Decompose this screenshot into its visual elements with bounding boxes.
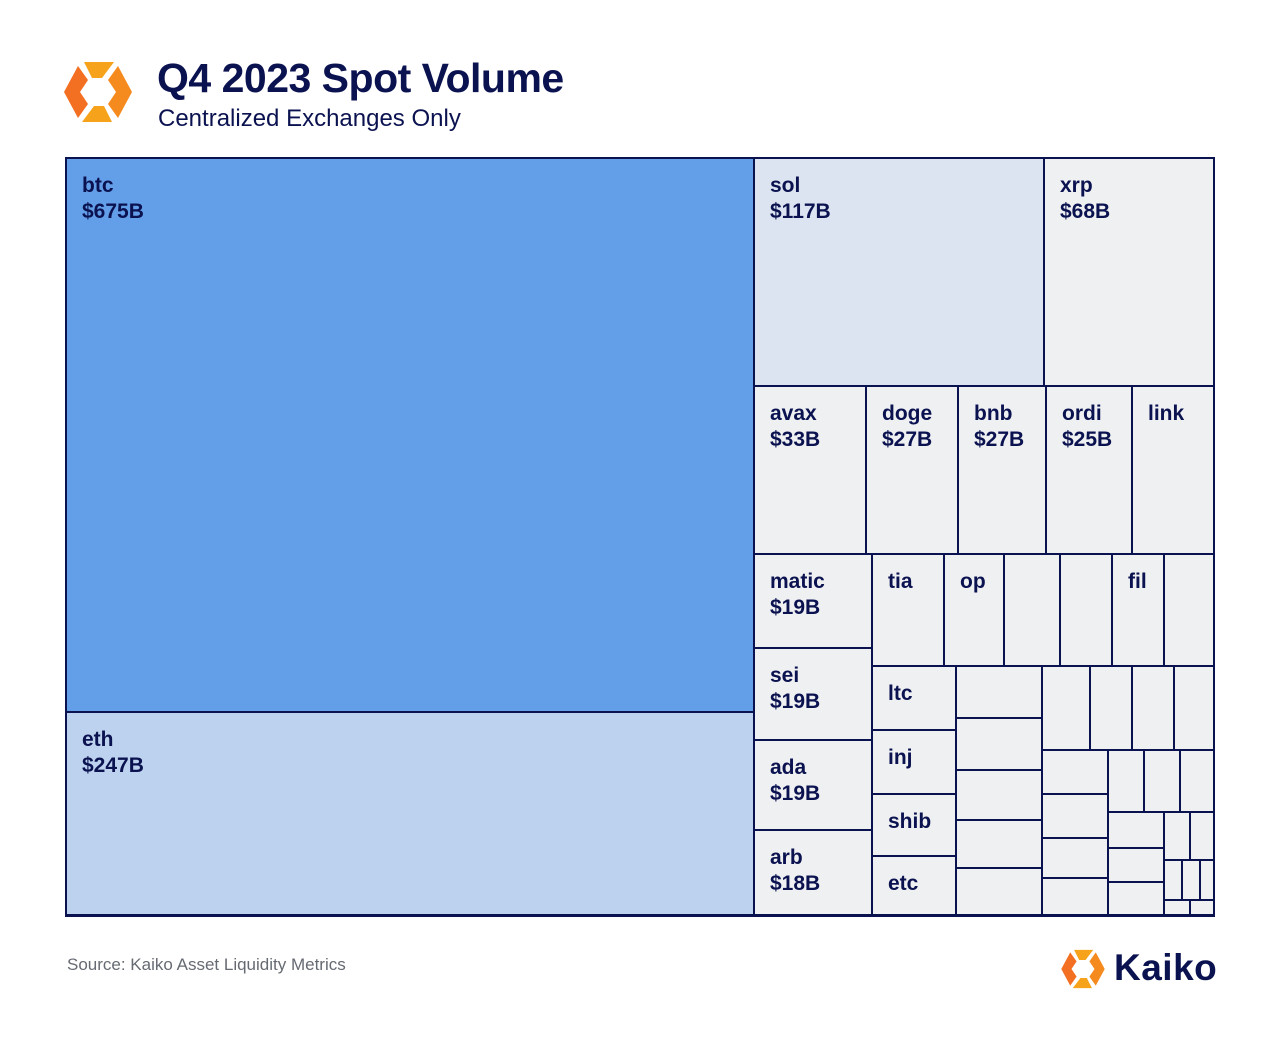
treemap-tile-doge bbox=[865, 385, 959, 555]
tile-label-matic: matic bbox=[770, 570, 825, 593]
tile-value-eth: $247B bbox=[82, 754, 144, 777]
kaiko-logo-icon bbox=[64, 62, 132, 122]
treemap-tile-unlabeled bbox=[1143, 749, 1181, 813]
treemap-tile-unlabeled bbox=[1163, 859, 1183, 901]
treemap-tile-ordi bbox=[1045, 385, 1133, 555]
tile-value-matic: $19B bbox=[770, 596, 820, 619]
treemap-tile-etc bbox=[871, 855, 957, 917]
brand-name: Kaiko bbox=[1114, 947, 1218, 988]
treemap-tile-unlabeled bbox=[955, 769, 1043, 821]
tile-value-avax: $33B bbox=[770, 428, 820, 451]
treemap-chart: btc $675B eth $247B sol $117B xrp $68B avax $33B d… bbox=[65, 157, 1215, 917]
tile-value-bnb: $27B bbox=[974, 428, 1024, 451]
tile-label-arb: arb bbox=[770, 846, 803, 869]
treemap-frame bbox=[65, 157, 1215, 916]
tile-label-sei: sei bbox=[770, 664, 799, 687]
treemap-tile-unlabeled bbox=[1181, 859, 1201, 901]
tile-value-arb: $18B bbox=[770, 872, 820, 895]
treemap-tile-unlabeled bbox=[1189, 811, 1215, 861]
treemap-tile-unlabeled bbox=[955, 665, 1043, 719]
treemap-tile-unlabeled bbox=[1163, 553, 1215, 667]
tile-label-shib: shib bbox=[888, 810, 931, 833]
treemap-tile-sol bbox=[753, 157, 1045, 387]
tile-label-etc: etc bbox=[888, 872, 919, 895]
tile-value-btc: $675B bbox=[82, 200, 144, 223]
tile-label-inj: inj bbox=[888, 746, 913, 769]
tile-label-ada: ada bbox=[770, 756, 807, 779]
treemap-tile-ada bbox=[753, 739, 873, 831]
treemap-tile-xrp bbox=[1043, 157, 1215, 387]
chart-title: Q4 2023 Spot Volume bbox=[157, 55, 564, 101]
treemap-tile-unlabeled bbox=[1107, 881, 1165, 917]
kaiko-brand-icon bbox=[1061, 949, 1105, 989]
treemap-tile-unlabeled bbox=[1163, 899, 1191, 917]
tile-label-ordi: ordi bbox=[1062, 402, 1102, 425]
treemap-tile-unlabeled bbox=[1003, 553, 1061, 667]
tile-label-fil: fil bbox=[1128, 570, 1147, 593]
treemap-tile-inj bbox=[871, 729, 957, 795]
chart-subtitle: Centralized Exchanges Only bbox=[158, 105, 461, 132]
tile-value-ordi: $25B bbox=[1062, 428, 1112, 451]
treemap-tile-ltc bbox=[871, 665, 957, 731]
brand-mark: Kaiko bbox=[1060, 945, 1225, 993]
treemap-tile-eth bbox=[65, 711, 755, 917]
tile-label-bnb: bnb bbox=[974, 402, 1012, 425]
tile-label-ltc: ltc bbox=[888, 682, 913, 705]
treemap-tile-unlabeled bbox=[1131, 665, 1175, 751]
treemap-tile-op bbox=[943, 553, 1005, 667]
treemap-tile-unlabeled bbox=[1041, 877, 1109, 917]
treemap-tile-unlabeled bbox=[1041, 665, 1091, 751]
treemap-tile-unlabeled bbox=[955, 867, 1043, 917]
treemap-tile-unlabeled bbox=[1041, 749, 1109, 795]
treemap-tile-fil bbox=[1111, 553, 1165, 667]
treemap-tile-link bbox=[1131, 385, 1215, 555]
treemap-tile-unlabeled bbox=[955, 819, 1043, 869]
treemap-tile-unlabeled bbox=[1107, 811, 1165, 849]
treemap-tile-unlabeled bbox=[1041, 793, 1109, 839]
tile-label-tia: tia bbox=[888, 570, 913, 593]
tile-label-btc: btc bbox=[82, 174, 114, 197]
treemap-tile-unlabeled bbox=[1107, 847, 1165, 883]
treemap-tile-unlabeled bbox=[1179, 749, 1215, 813]
treemap-tile-btc bbox=[65, 157, 755, 713]
treemap-tile-unlabeled bbox=[1107, 749, 1145, 813]
tile-label-avax: avax bbox=[770, 402, 817, 425]
tile-label-link: link bbox=[1148, 402, 1184, 425]
treemap-tile-unlabeled bbox=[1189, 899, 1215, 917]
tile-value-xrp: $68B bbox=[1060, 200, 1110, 223]
treemap-tile-unlabeled bbox=[1089, 665, 1133, 751]
tile-label-sol: sol bbox=[770, 174, 800, 197]
tile-value-sol: $117B bbox=[770, 200, 831, 223]
treemap-tile-unlabeled bbox=[955, 717, 1043, 771]
treemap-tile-unlabeled bbox=[1173, 665, 1215, 751]
tile-label-xrp: xrp bbox=[1060, 174, 1093, 197]
tile-value-sei: $19B bbox=[770, 690, 820, 713]
treemap-tile-unlabeled bbox=[1199, 859, 1215, 901]
tile-label-doge: doge bbox=[882, 402, 932, 425]
tile-label-op: op bbox=[960, 570, 986, 593]
treemap-tile-sei bbox=[753, 647, 873, 741]
treemap-tile-bnb bbox=[957, 385, 1047, 555]
treemap-tile-unlabeled bbox=[1041, 837, 1109, 879]
tile-value-ada: $19B bbox=[770, 782, 820, 805]
source-note: Source: Kaiko Asset Liquidity Metrics bbox=[67, 955, 346, 974]
treemap-tile-matic bbox=[753, 553, 873, 649]
treemap-tile-unlabeled bbox=[1163, 811, 1191, 861]
tile-label-eth: eth bbox=[82, 728, 114, 751]
tile-value-doge: $27B bbox=[882, 428, 932, 451]
treemap-tile-unlabeled bbox=[1059, 553, 1113, 667]
